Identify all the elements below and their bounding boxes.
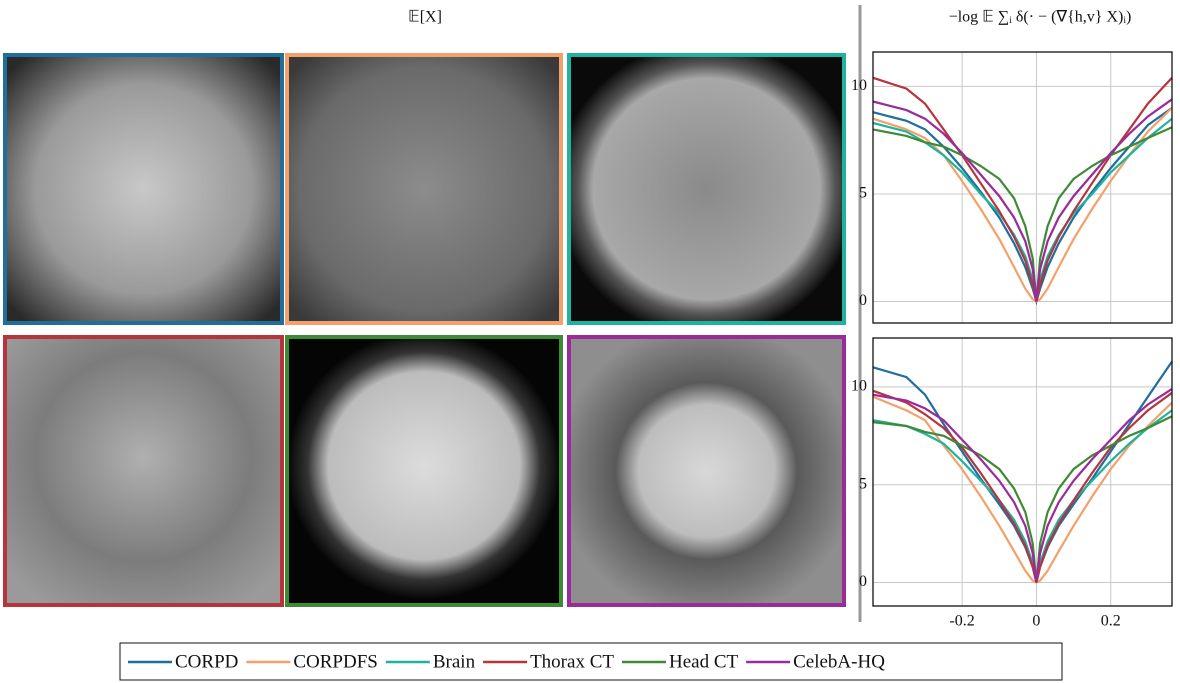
figure-title: 𝔼[X] [408, 9, 442, 26]
image-panels [5, 55, 844, 605]
legend-label: Brain [433, 651, 476, 672]
image-panel [569, 55, 844, 323]
image-panel [287, 337, 561, 605]
figure: 𝔼[X] −log 𝔼 ∑ᵢ δ(· − (∇{h,v} X)ᵢ) 0 5 10 0 5 1… [0, 0, 1180, 683]
y-tick-label: 10 [851, 378, 867, 395]
y-tick-label: 0 [859, 292, 867, 309]
legend-label: CORPD [175, 651, 238, 672]
legend-label: CORPDFS [293, 651, 378, 672]
y-tick-label: 5 [859, 185, 867, 202]
image-panel [287, 55, 561, 323]
image-panel [5, 337, 282, 605]
x-tick-label: 0.2 [1101, 613, 1121, 630]
charts: −log 𝔼 ∑ᵢ δ(· − (∇{h,v} X)ᵢ) 0 5 10 0 5 10 -0.2… [851, 9, 1172, 630]
legend-label: Head CT [669, 651, 739, 672]
chart-title: −log 𝔼 ∑ᵢ δ(· − (∇{h,v} X)ᵢ) [949, 9, 1132, 26]
legend-label: CelebA-HQ [793, 651, 885, 672]
image-panel [569, 337, 844, 605]
x-tick-label: 0 [1032, 613, 1040, 630]
y-tick-label: 0 [859, 573, 867, 590]
x-tick-label: -0.2 [949, 613, 974, 630]
y-tick-label: 10 [851, 77, 867, 94]
y-tick-label: 5 [859, 475, 867, 492]
image-panel [5, 55, 282, 323]
legend-label: Thorax CT [530, 651, 614, 672]
